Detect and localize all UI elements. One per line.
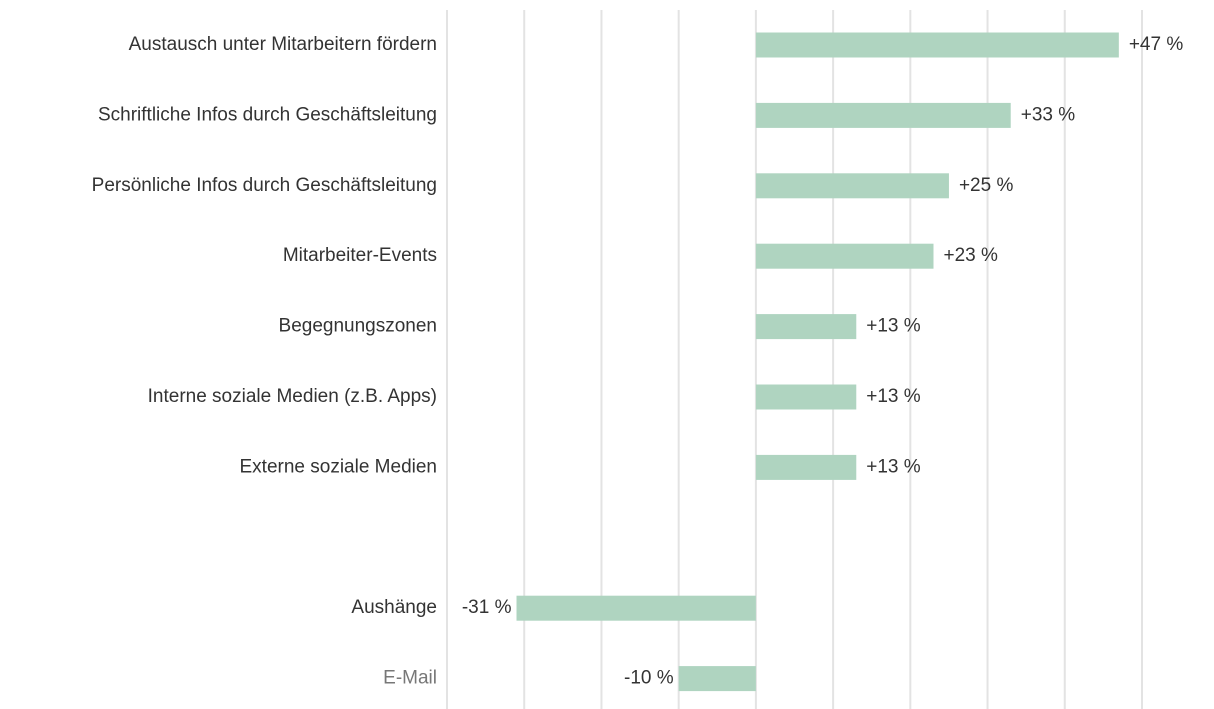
bar [755,173,949,199]
value-label: +33 % [1021,104,1076,125]
category-label: Schriftliche Infos durch Geschäftsleitun… [98,104,437,125]
category-label: Persönliche Infos durch Geschäftsleitung [92,175,437,196]
category-label: Austausch unter Mitarbeitern fördern [129,34,437,55]
category-label: E-Mail [383,668,437,689]
bar [755,102,1011,128]
category-label: Interne soziale Medien (z.B. Apps) [148,386,437,407]
value-label: +47 % [1129,34,1184,55]
category-label: Aushänge [351,597,437,618]
bar [755,243,934,269]
value-label: +13 % [866,316,921,337]
category-label: Mitarbeiter-Events [283,245,437,266]
value-label: -10 % [624,668,674,689]
value-label: +23 % [944,245,999,266]
bar [516,595,756,621]
category-label: Externe soziale Medien [240,456,438,477]
bar [755,32,1119,58]
value-label: +13 % [866,456,921,477]
bar [755,384,857,410]
value-label: +25 % [959,175,1014,196]
bar [678,666,756,692]
bar [755,454,857,480]
category-label: Begegnungszonen [279,316,437,337]
value-label: -31 % [462,597,512,618]
bar [755,314,857,340]
value-label: +13 % [866,386,921,407]
